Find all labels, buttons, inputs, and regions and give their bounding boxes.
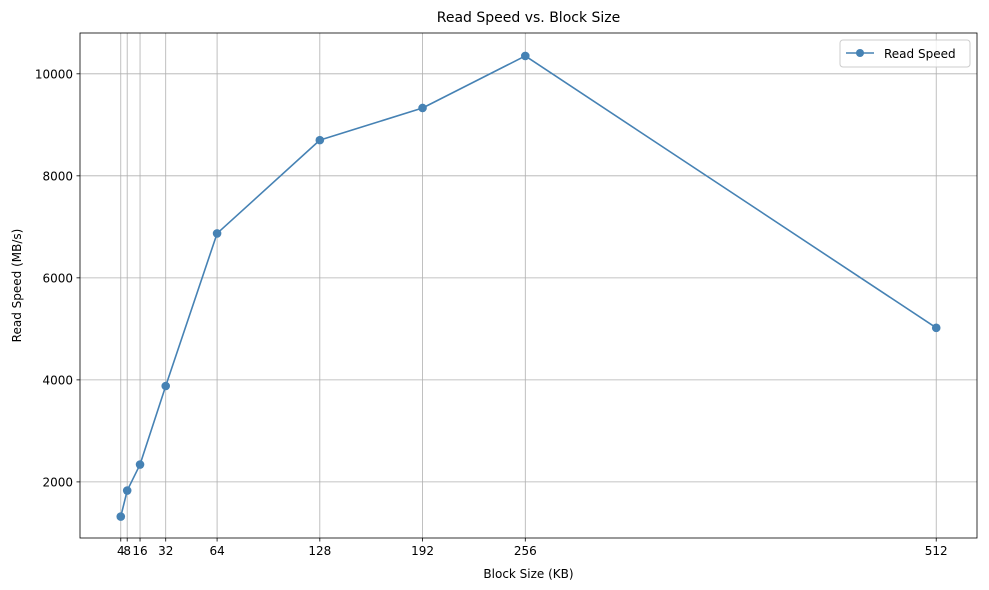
x-tick-label: 16 — [132, 544, 147, 558]
data-point — [122, 486, 132, 495]
chart-title: Read Speed vs. Block Size — [437, 10, 621, 26]
y-tick-label: 10000 — [35, 67, 73, 81]
legend-label-read-speed: Read Speed — [884, 47, 956, 61]
data-point — [135, 460, 145, 469]
data-point — [315, 135, 325, 145]
y-axis-ticks: 2000 4000 6000 8000 10000 — [35, 67, 80, 489]
y-tick-label: 8000 — [42, 169, 73, 183]
plot-area-frame — [79, 32, 978, 539]
y-tick-label: 2000 — [42, 475, 73, 489]
x-tick-label: 32 — [158, 544, 173, 558]
series-layer — [116, 51, 941, 521]
legend-marker-swatch — [856, 49, 864, 57]
x-tick-label: 256 — [514, 544, 537, 558]
x-tick-label: 64 — [209, 544, 224, 558]
legend-box — [839, 39, 971, 68]
x-axis-ticks: 48 16 32 64 128 192 256 512 — [117, 538, 948, 558]
data-point — [931, 323, 941, 333]
y-tick-label: 4000 — [42, 373, 73, 387]
x-tick-label: 128 — [308, 544, 331, 558]
data-point — [116, 512, 126, 521]
legend: Read Speed — [839, 39, 971, 68]
grid-lines — [80, 33, 977, 538]
data-point — [161, 381, 171, 391]
x-tick-label: 192 — [411, 544, 434, 558]
data-point — [520, 51, 530, 61]
y-axis-title: Read Speed (MB/s) — [10, 229, 24, 343]
x-tick-label: 512 — [925, 544, 948, 558]
x-axis-title: Block Size (KB) — [483, 567, 573, 581]
data-point — [212, 229, 222, 238]
x-tick-label: 4 — [117, 544, 125, 558]
data-point — [418, 103, 427, 113]
y-tick-label: 6000 — [42, 271, 73, 285]
x-tick-label: 8 — [123, 544, 131, 558]
